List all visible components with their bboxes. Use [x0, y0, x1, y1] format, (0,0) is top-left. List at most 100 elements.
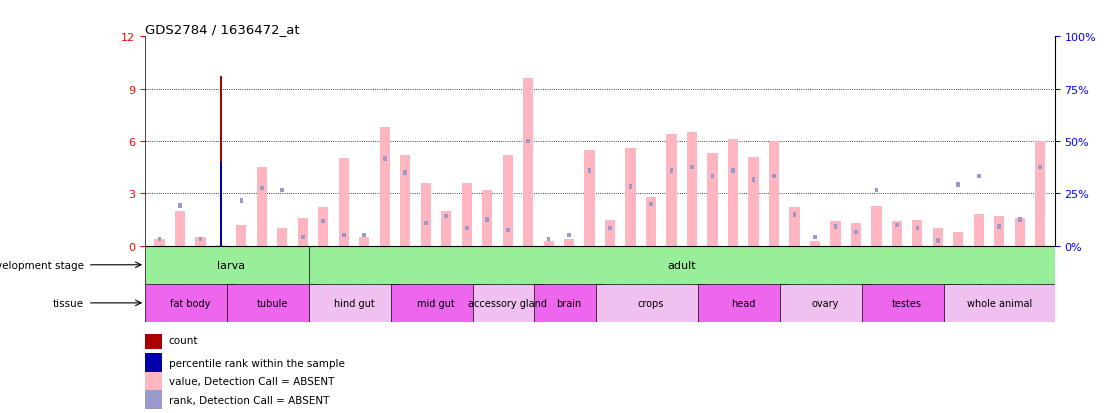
Text: ovary: ovary [811, 298, 839, 308]
Bar [854, 230, 858, 235]
Text: tubule: tubule [257, 298, 288, 308]
Bar [749, 157, 759, 246]
Bar [535, 284, 604, 322]
Bar [628, 185, 633, 189]
Bar [998, 225, 1001, 229]
Bar [543, 241, 554, 246]
Bar [523, 79, 533, 246]
Bar [485, 218, 489, 222]
Bar [976, 174, 981, 179]
Bar [391, 284, 481, 322]
Bar [875, 188, 878, 192]
Bar [752, 178, 756, 182]
Bar [1018, 218, 1021, 222]
Bar [257, 168, 267, 246]
Bar [585, 150, 595, 246]
Bar [936, 239, 940, 243]
Bar [154, 239, 164, 246]
Bar [605, 220, 615, 246]
Bar [145, 390, 162, 409]
Bar [341, 233, 346, 238]
Bar [309, 246, 1055, 284]
Bar [994, 216, 1004, 246]
Bar [769, 142, 779, 246]
Text: hind gut: hind gut [334, 298, 374, 308]
Bar [792, 213, 797, 217]
Bar [731, 169, 734, 173]
Bar [277, 229, 288, 246]
Bar [195, 237, 205, 246]
Text: rank, Detection Call = ABSENT: rank, Detection Call = ABSENT [169, 395, 329, 405]
Bar [401, 156, 411, 246]
Text: larva: larva [217, 260, 246, 270]
Bar [1036, 142, 1046, 246]
Text: tissue: tissue [52, 298, 84, 308]
Bar [444, 214, 448, 219]
Bar [728, 140, 738, 246]
Bar [690, 166, 694, 170]
Text: testes: testes [892, 298, 922, 308]
Bar [145, 372, 162, 390]
Bar [814, 235, 817, 240]
Bar [650, 202, 653, 206]
Bar [608, 227, 612, 231]
Bar [789, 208, 799, 246]
Bar [363, 233, 366, 238]
Bar [175, 211, 185, 246]
Bar [872, 206, 882, 246]
Text: count: count [169, 335, 199, 345]
Bar [912, 220, 923, 246]
Text: head: head [731, 298, 756, 308]
Text: adult: adult [667, 260, 696, 270]
Bar [711, 174, 714, 179]
Bar [1014, 218, 1024, 246]
Text: value, Detection Call = ABSENT: value, Detection Call = ABSENT [169, 376, 335, 386]
Bar [567, 233, 571, 238]
Bar [157, 237, 162, 241]
Bar [321, 220, 325, 224]
Bar [666, 135, 676, 246]
Bar [145, 284, 235, 322]
Text: whole animal: whole animal [966, 298, 1032, 308]
Text: accessory gland: accessory gland [469, 298, 547, 308]
Bar [240, 199, 243, 203]
Bar [506, 228, 510, 233]
Bar [892, 222, 902, 246]
Bar [1038, 166, 1042, 170]
Bar [708, 154, 718, 246]
Bar [298, 218, 308, 246]
Bar [220, 77, 222, 246]
Bar [527, 140, 530, 144]
Bar [473, 284, 542, 322]
Bar [383, 157, 386, 161]
Bar [421, 183, 431, 246]
Text: GDS2784 / 1636472_at: GDS2784 / 1636472_at [145, 23, 300, 36]
Bar [403, 171, 407, 175]
Text: brain: brain [557, 298, 581, 308]
Bar [338, 159, 349, 246]
Text: mid gut: mid gut [417, 298, 455, 308]
Bar [953, 232, 963, 246]
Bar [424, 221, 427, 225]
Text: development stage: development stage [0, 260, 84, 270]
Bar [944, 284, 1055, 322]
Bar [687, 133, 698, 246]
Bar [260, 187, 263, 191]
Bar [772, 174, 776, 179]
Bar [588, 169, 591, 173]
Bar [646, 197, 656, 246]
Bar [780, 284, 870, 322]
Bar [379, 128, 389, 246]
Bar [145, 246, 317, 284]
Bar [850, 223, 862, 246]
Bar [670, 169, 673, 173]
Bar [220, 163, 222, 246]
Bar [145, 353, 162, 372]
Bar [441, 211, 451, 246]
Bar [973, 215, 984, 246]
Bar [309, 284, 400, 322]
Bar [895, 223, 898, 228]
Bar [564, 239, 575, 246]
Bar [933, 229, 943, 246]
Bar [359, 237, 369, 246]
